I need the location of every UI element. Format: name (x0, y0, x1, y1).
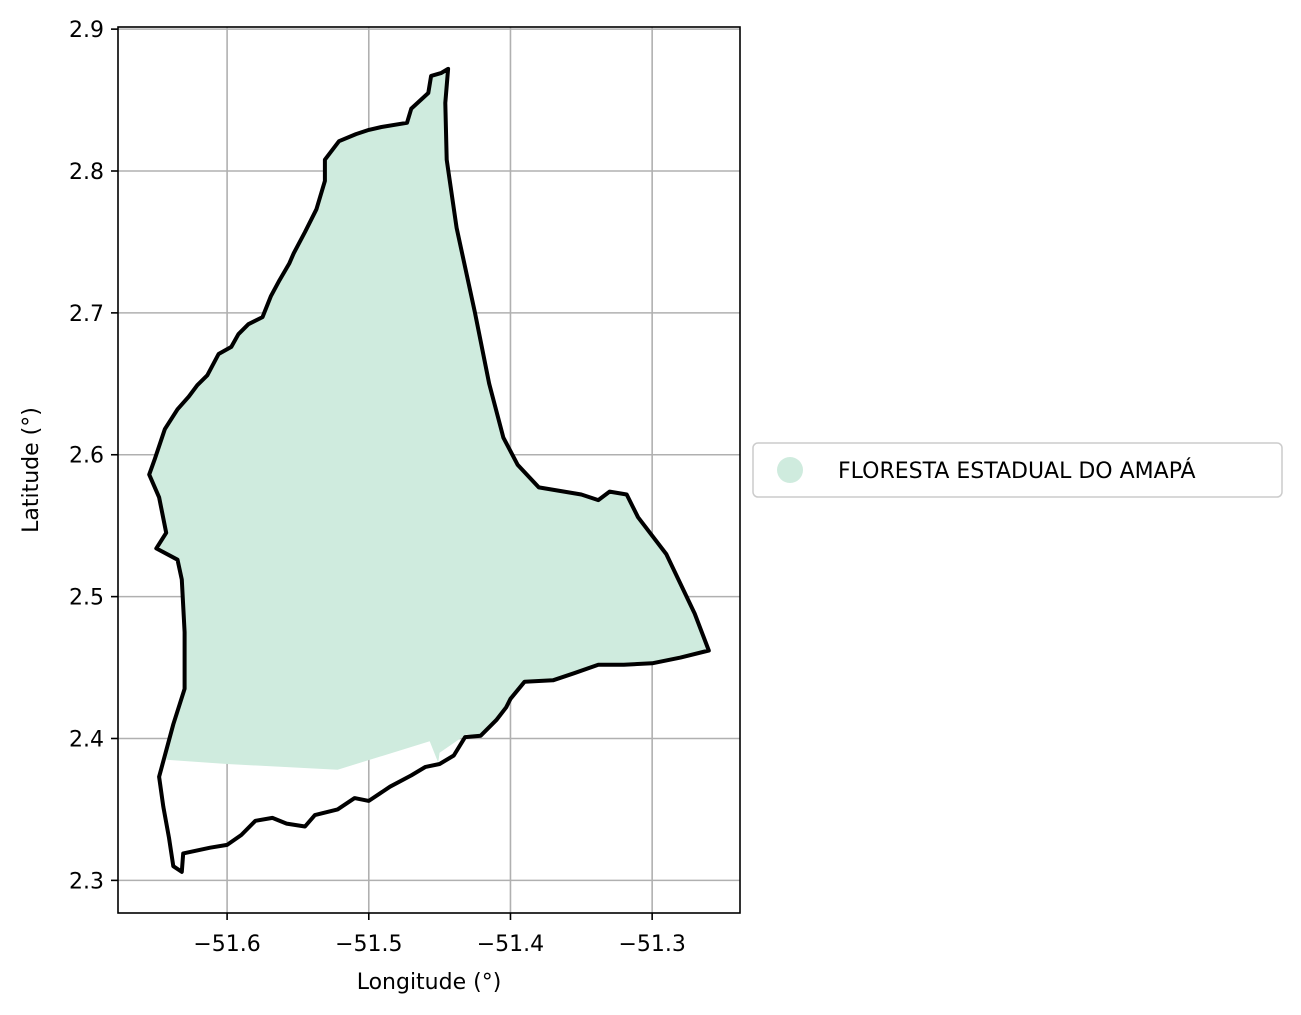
y-tick-label: 2.7 (69, 302, 104, 327)
x-tick-label: −51.4 (477, 932, 544, 957)
region-fill (149, 68, 709, 770)
x-axis-ticks: −51.6 −51.5 −51.4 −51.3 (193, 913, 686, 957)
y-tick-label: 2.3 (69, 869, 104, 894)
y-tick-label: 2.4 (69, 727, 104, 752)
y-tick-label: 2.5 (69, 586, 104, 611)
legend: FLORESTA ESTADUAL DO AMAPÁ (752, 442, 1283, 498)
y-tick-label: 2.9 (69, 18, 104, 43)
y-axis-title: Latitude (°) (19, 407, 44, 533)
axes-frame (117, 26, 741, 914)
legend-box (752, 442, 1283, 498)
y-tick-label: 2.6 (69, 444, 104, 469)
y-axis-ticks: 2.3 2.4 2.5 2.6 2.7 2.8 2.9 (69, 18, 118, 894)
x-tick-label: −51.5 (335, 932, 402, 957)
x-tick-label: −51.3 (618, 932, 685, 957)
legend-marker (777, 457, 803, 483)
x-axis-title: Longitude (°) (357, 970, 502, 995)
y-tick-label: 2.8 (69, 160, 104, 185)
legend-label: FLORESTA ESTADUAL DO AMAPÁ (838, 458, 1196, 484)
region-boundary (147, 66, 711, 874)
x-tick-label: −51.6 (193, 932, 260, 957)
map-region (147, 66, 711, 874)
